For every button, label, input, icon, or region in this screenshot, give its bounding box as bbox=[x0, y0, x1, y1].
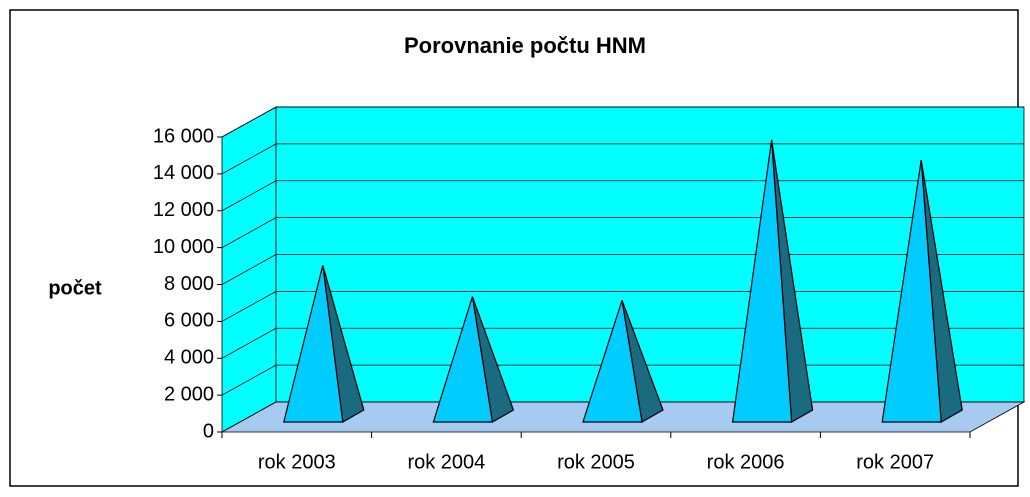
y-tick-label: 12 000 bbox=[153, 199, 214, 221]
y-tick-label: 8 000 bbox=[164, 273, 214, 295]
y-tick-label: 16 000 bbox=[153, 125, 214, 147]
grid-line bbox=[221, 180, 277, 212]
x-tick-label: rok 2004 bbox=[407, 451, 485, 473]
pyramid bbox=[881, 160, 963, 423]
pyramid-front bbox=[582, 300, 643, 423]
x-tick-label: rok 2003 bbox=[258, 451, 336, 473]
y-tick-label: 10 000 bbox=[153, 236, 214, 258]
pyramid bbox=[582, 300, 664, 423]
grid-line bbox=[221, 327, 277, 359]
y-tick-label: 0 bbox=[203, 420, 214, 442]
grid-line bbox=[221, 143, 277, 175]
pyramid bbox=[731, 139, 814, 423]
grid-line bbox=[221, 217, 277, 248]
pyramid-front bbox=[881, 160, 942, 423]
grid-line bbox=[221, 254, 277, 285]
y-tick-label: 14 000 bbox=[153, 162, 214, 184]
x-tick-label: rok 2005 bbox=[557, 451, 635, 473]
chart-title: Porovnanie počtu HNM bbox=[404, 33, 646, 58]
grid-line bbox=[221, 106, 277, 138]
x-tick-label: rok 2007 bbox=[856, 451, 934, 473]
y-tick-label: 6 000 bbox=[164, 310, 214, 332]
grid-line bbox=[221, 401, 277, 433]
pyramid-front bbox=[731, 139, 793, 423]
pyramid-front bbox=[283, 265, 344, 423]
y-tick-label: 4 000 bbox=[164, 347, 214, 369]
y-tick-label: 2 000 bbox=[164, 383, 214, 405]
pyramid bbox=[283, 265, 365, 423]
y-axis-label: počet bbox=[48, 277, 102, 299]
x-tick-label: rok 2006 bbox=[707, 451, 785, 473]
pyramid bbox=[432, 296, 515, 423]
grid-line bbox=[221, 364, 277, 396]
grid-line bbox=[221, 291, 277, 322]
pyramid-front bbox=[432, 296, 494, 423]
